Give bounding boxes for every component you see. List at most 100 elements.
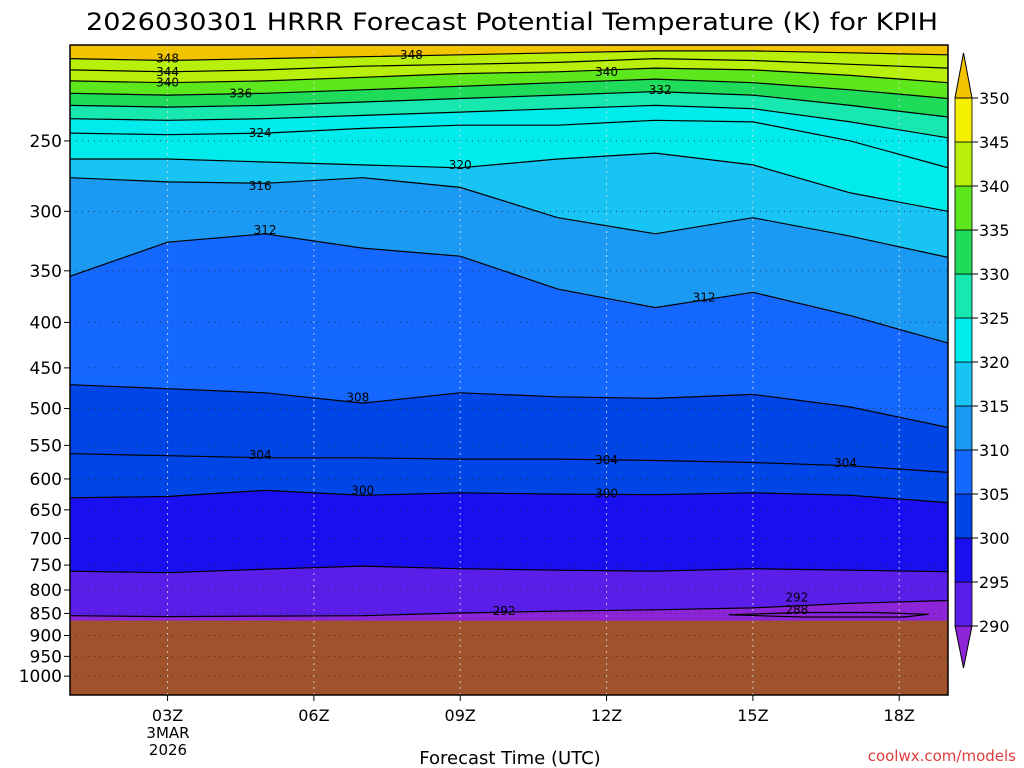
- y-axis: 2503003504004505005506006507007508008509…: [19, 132, 70, 687]
- y-tick-label: 900: [30, 626, 62, 646]
- colorbar-label: 335: [979, 221, 1010, 240]
- contour-label: 304: [595, 453, 618, 467]
- contour-label: 292: [493, 604, 516, 618]
- date-label-day: 3MAR: [146, 724, 189, 742]
- colorbar-swatch: [954, 493, 973, 539]
- colorbar-label: 315: [979, 397, 1010, 416]
- contour-label: 300: [595, 486, 618, 500]
- plot-area: [70, 45, 948, 695]
- credit-link[interactable]: coolwx.com/models: [868, 747, 1016, 765]
- colorbar-label: 305: [979, 485, 1010, 504]
- y-tick-label: 500: [30, 400, 62, 420]
- colorbar-swatch: [954, 317, 973, 363]
- colorbar-swatch: [954, 405, 973, 451]
- colorbar-label: 295: [979, 573, 1010, 592]
- chart-title: 2026030301 HRRR Forecast Potential Tempe…: [86, 8, 938, 36]
- contour-label: 344: [156, 65, 179, 79]
- contour-340: [70, 67, 948, 84]
- contour-label: 320: [449, 158, 472, 172]
- colorbar-label: 325: [979, 309, 1010, 328]
- colorbar-high-arrow: [954, 52, 973, 99]
- contour-316: [70, 177, 948, 258]
- contour-344: [70, 57, 948, 73]
- contour-336: [70, 78, 948, 100]
- colorbar-low-arrow: [954, 625, 973, 669]
- y-tick-label: 250: [30, 132, 62, 152]
- contour-328: [70, 104, 948, 139]
- y-tick-label: 700: [30, 529, 62, 549]
- y-tick-label: 600: [30, 470, 62, 490]
- x-tick-label: 18Z: [884, 706, 915, 725]
- contour-320: [70, 152, 948, 212]
- colorbar-label: 330: [979, 265, 1010, 284]
- x-tick-label: 15Z: [737, 706, 768, 725]
- grid-lines: [70, 45, 948, 695]
- contour-300: [70, 489, 948, 504]
- contour-288: [728, 611, 929, 618]
- contour-label: 340: [595, 65, 618, 79]
- contour-label: 336: [229, 86, 252, 100]
- colorbar-label: 350: [979, 89, 1010, 108]
- x-tick-label: 12Z: [591, 706, 622, 725]
- date-label-year: 2026: [149, 741, 187, 759]
- terrain-fill: [70, 620, 948, 695]
- colorbar-swatch: [954, 537, 973, 583]
- colorbar-swatch: [954, 581, 973, 627]
- contour-label: 324: [249, 126, 272, 140]
- colorbar-label: 290: [979, 617, 1010, 636]
- y-tick-label: 350: [30, 262, 62, 282]
- contour-label: 348: [156, 52, 179, 66]
- colorbar: 290 295 300 305 310 315 320 325 330 335 340 345 350: [954, 52, 1010, 669]
- y-tick-label: 1000: [19, 667, 62, 687]
- colorbar-swatch: [954, 449, 973, 495]
- y-tick-label: 950: [30, 647, 62, 667]
- y-tick-label: 300: [30, 202, 62, 222]
- y-tick-label: 750: [30, 556, 62, 576]
- contour-296: [70, 565, 948, 574]
- contour-label: 340: [156, 76, 179, 90]
- contour-304: [70, 453, 948, 473]
- colorbar-swatch: [954, 361, 973, 407]
- contour-label: 292: [785, 591, 808, 605]
- x-tick-label: 06Z: [298, 706, 329, 725]
- contour-label: 348: [400, 48, 423, 62]
- y-tick-label: 550: [30, 436, 62, 456]
- contour-label: 332: [649, 83, 672, 97]
- colorbar-label: 300: [979, 529, 1010, 548]
- contour-label: 316: [249, 179, 272, 193]
- colorbar-swatch: [954, 185, 973, 231]
- x-axis: 03Z 06Z 09Z 12Z 15Z 18Z: [152, 695, 915, 725]
- x-axis-label: Forecast Time (UTC): [419, 748, 600, 768]
- colorbar-label: 310: [979, 441, 1010, 460]
- contour-312: [70, 233, 948, 344]
- colorbar-label: 340: [979, 177, 1010, 196]
- colorbar-label: 320: [979, 353, 1010, 372]
- contour-label: 312: [254, 223, 277, 237]
- contour-label: 304: [249, 448, 272, 462]
- y-tick-label: 650: [30, 501, 62, 521]
- y-tick-label: 400: [30, 313, 62, 333]
- colorbar-swatch: [954, 97, 973, 143]
- x-tick-label: 09Z: [445, 706, 476, 725]
- contour-label: 300: [351, 483, 374, 497]
- contour-label: 312: [693, 290, 716, 304]
- y-tick-label: 800: [30, 581, 62, 601]
- plot-frame: [69, 44, 949, 696]
- contour-324: [70, 119, 948, 169]
- colorbar-label: 345: [979, 133, 1010, 152]
- y-tick-label: 450: [30, 359, 62, 379]
- x-tick-label: 03Z: [152, 706, 183, 725]
- contour-308: [70, 384, 948, 428]
- contour-label: 304: [834, 456, 857, 470]
- contour-label: 288: [785, 603, 808, 617]
- colorbar-swatch: [954, 141, 973, 187]
- contour-292: [70, 599, 948, 618]
- contour-lines: [70, 50, 948, 618]
- y-tick-label: 850: [30, 604, 62, 624]
- colorbar-swatch: [954, 273, 973, 319]
- contour-label: 308: [346, 391, 369, 405]
- contour-332: [70, 90, 948, 118]
- contour-348: [70, 50, 948, 62]
